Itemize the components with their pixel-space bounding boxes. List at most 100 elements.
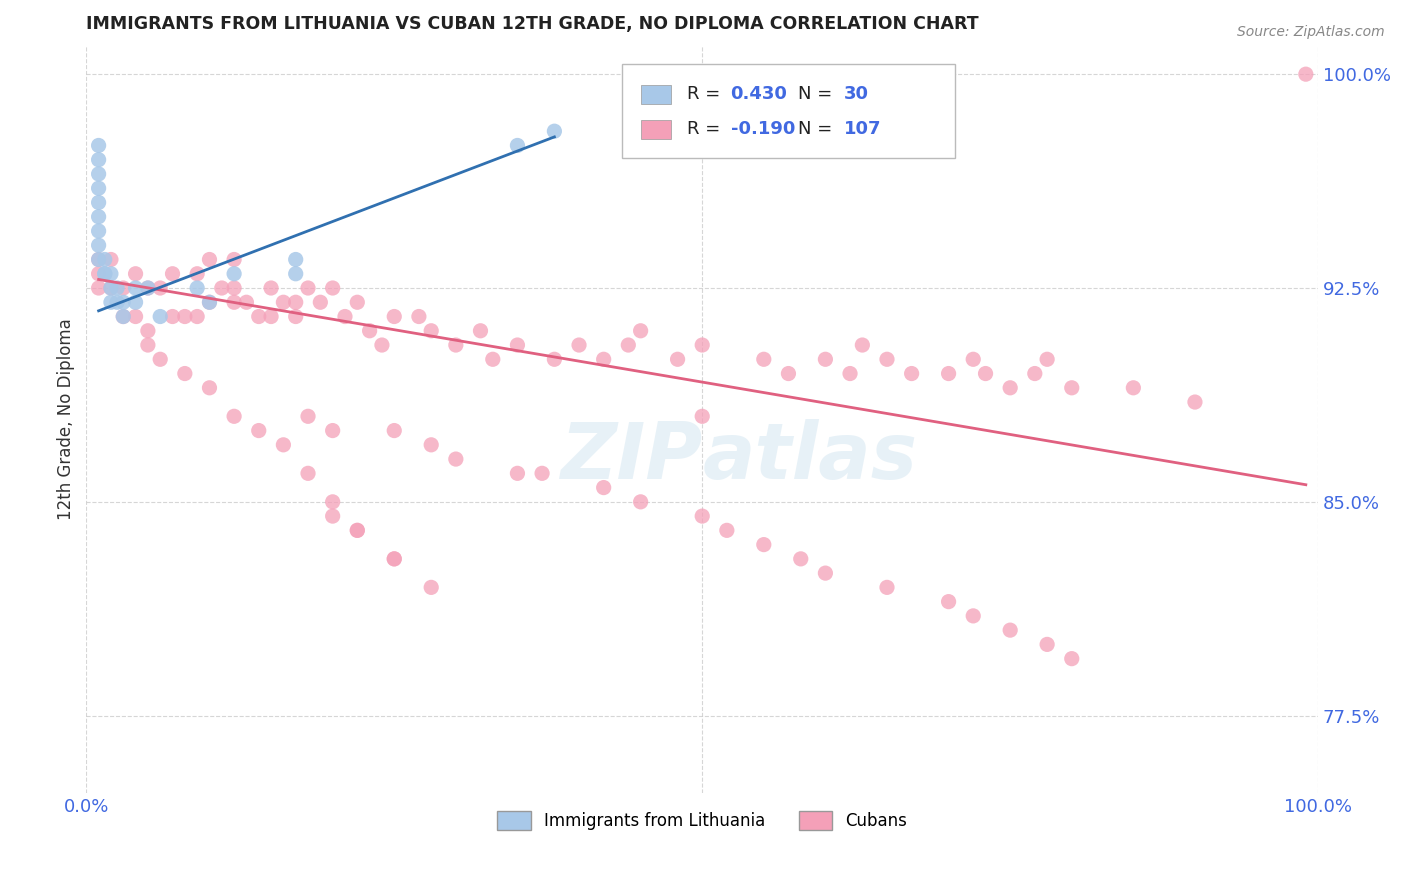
- Legend: Immigrants from Lithuania, Cubans: Immigrants from Lithuania, Cubans: [491, 804, 914, 837]
- Point: [247, 310, 270, 324]
- Point: [100, 252, 122, 267]
- Point: [87, 252, 110, 267]
- FancyBboxPatch shape: [641, 85, 672, 103]
- Text: 107: 107: [844, 120, 882, 138]
- Point: [273, 295, 295, 310]
- Point: [938, 594, 960, 608]
- Point: [162, 267, 184, 281]
- Point: [87, 138, 110, 153]
- Text: 30: 30: [844, 86, 869, 103]
- Point: [198, 295, 221, 310]
- Point: [998, 381, 1021, 395]
- Point: [814, 352, 837, 367]
- Text: ZIP: ZIP: [560, 418, 702, 494]
- Point: [346, 524, 368, 538]
- Point: [124, 295, 146, 310]
- Point: [186, 281, 208, 295]
- Point: [690, 409, 713, 424]
- Point: [322, 424, 344, 438]
- Point: [173, 310, 195, 324]
- Point: [752, 352, 775, 367]
- Point: [100, 281, 122, 295]
- Point: [481, 352, 503, 367]
- Point: [260, 310, 283, 324]
- Point: [224, 252, 246, 267]
- Point: [149, 281, 172, 295]
- Point: [162, 310, 184, 324]
- Text: 0.430: 0.430: [731, 86, 787, 103]
- Y-axis label: 12th Grade, No Diploma: 12th Grade, No Diploma: [58, 318, 75, 520]
- Point: [444, 338, 467, 352]
- Point: [630, 324, 652, 338]
- Point: [974, 367, 997, 381]
- Point: [297, 281, 319, 295]
- Point: [297, 409, 319, 424]
- Point: [136, 338, 159, 352]
- Point: [124, 281, 146, 295]
- Point: [568, 338, 591, 352]
- Point: [1122, 381, 1144, 395]
- Point: [690, 509, 713, 524]
- Point: [1036, 352, 1059, 367]
- Point: [420, 580, 443, 594]
- Point: [1295, 67, 1317, 81]
- Point: [94, 267, 117, 281]
- Point: [778, 367, 800, 381]
- Point: [617, 338, 640, 352]
- Point: [105, 295, 128, 310]
- Point: [87, 167, 110, 181]
- Point: [198, 381, 221, 395]
- Point: [543, 352, 565, 367]
- Point: [506, 138, 529, 153]
- Point: [630, 495, 652, 509]
- Point: [112, 310, 135, 324]
- Point: [790, 552, 813, 566]
- Point: [716, 524, 738, 538]
- Point: [531, 467, 554, 481]
- Point: [198, 295, 221, 310]
- Point: [506, 467, 529, 481]
- Text: atlas: atlas: [702, 418, 917, 494]
- Point: [346, 295, 368, 310]
- Point: [273, 438, 295, 452]
- Point: [87, 252, 110, 267]
- Point: [260, 281, 283, 295]
- FancyBboxPatch shape: [641, 120, 672, 138]
- Point: [1060, 381, 1083, 395]
- Point: [309, 295, 332, 310]
- Point: [94, 267, 117, 281]
- Point: [198, 252, 221, 267]
- Point: [1036, 637, 1059, 651]
- Point: [173, 367, 195, 381]
- Point: [87, 267, 110, 281]
- Point: [224, 295, 246, 310]
- Text: N =: N =: [799, 86, 838, 103]
- Point: [100, 295, 122, 310]
- Point: [297, 467, 319, 481]
- Point: [211, 281, 233, 295]
- Point: [100, 281, 122, 295]
- Point: [543, 124, 565, 138]
- Text: -0.190: -0.190: [731, 120, 794, 138]
- Text: R =: R =: [688, 86, 727, 103]
- Point: [87, 281, 110, 295]
- Point: [136, 281, 159, 295]
- Point: [876, 352, 898, 367]
- Point: [359, 324, 381, 338]
- Point: [284, 295, 307, 310]
- Point: [284, 252, 307, 267]
- Point: [420, 324, 443, 338]
- Point: [1024, 367, 1046, 381]
- Point: [900, 367, 922, 381]
- Point: [235, 295, 257, 310]
- Point: [938, 367, 960, 381]
- Point: [87, 181, 110, 195]
- Point: [105, 281, 128, 295]
- Point: [112, 295, 135, 310]
- Point: [814, 566, 837, 581]
- Point: [506, 338, 529, 352]
- Point: [962, 608, 984, 623]
- Point: [346, 524, 368, 538]
- Point: [998, 623, 1021, 637]
- Point: [470, 324, 492, 338]
